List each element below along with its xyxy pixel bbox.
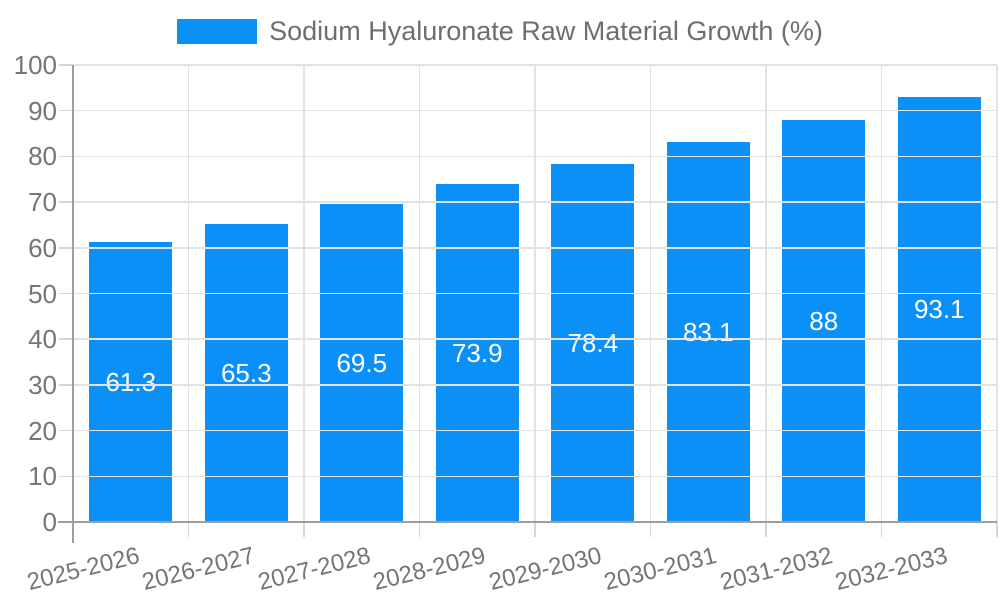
y-tick-label: 60 (28, 232, 57, 263)
y-tick-label: 80 (28, 141, 57, 172)
y-axis-tick (59, 109, 73, 112)
x-axis-tick (765, 522, 767, 537)
y-tick-label: 0 (42, 507, 57, 537)
gridline-vertical (996, 65, 998, 522)
x-axis-tick (880, 522, 883, 537)
bar-value-label: 93.1 (913, 294, 965, 325)
y-axis-line (71, 65, 74, 543)
y-axis-tick (59, 384, 73, 386)
y-tick-label: 30 (28, 369, 57, 400)
legend-swatch[interactable] (177, 19, 258, 44)
bar[interactable]: 93.1 (897, 96, 981, 522)
y-tick-label: 100 (13, 50, 57, 80)
bar-value-label: 65.3 (220, 357, 272, 388)
x-axis-tick (996, 522, 998, 537)
chart-legend[interactable]: Sodium Hyaluronate Raw Material Growth (… (0, 16, 1000, 47)
bar-value-label: 88 (809, 305, 839, 336)
y-axis-tick (59, 247, 73, 249)
x-axis-line (58, 521, 997, 523)
x-axis-tick (303, 522, 305, 537)
y-axis-tick (59, 475, 73, 478)
bar-value-label: 61.3 (105, 366, 157, 397)
legend-label[interactable]: Sodium Hyaluronate Raw Material Growth (… (269, 16, 823, 46)
bar-value-label: 78.4 (567, 327, 619, 358)
x-axis-tick (649, 522, 652, 537)
y-axis-tick (59, 338, 73, 340)
y-axis-tick (59, 292, 73, 295)
gridline-vertical (534, 65, 536, 522)
gridline-vertical (418, 65, 421, 522)
gridline-vertical (765, 65, 767, 522)
bar[interactable]: 78.4 (551, 163, 635, 522)
y-tick-label: 20 (28, 415, 57, 446)
gridline-vertical (649, 65, 652, 522)
bar[interactable]: 61.3 (89, 241, 173, 522)
gridline-vertical (187, 65, 190, 522)
y-tick-label: 90 (28, 95, 57, 126)
y-axis-tick (59, 155, 73, 158)
bar[interactable]: 69.5 (320, 204, 404, 522)
y-axis-tick (59, 201, 73, 203)
y-tick-label: 70 (28, 187, 57, 218)
bar[interactable]: 65.3 (204, 223, 288, 522)
y-tick-label: 50 (28, 278, 57, 309)
plot-area: 61.3 65.3 69.5 73.9 78.4 83.1 88 93.1 (73, 65, 997, 522)
gridline-vertical (303, 65, 305, 522)
y-axis-tick (59, 429, 73, 432)
x-axis-tick (418, 522, 421, 537)
bar-value-label: 83.1 (682, 317, 734, 348)
bar-value-label: 69.5 (336, 348, 388, 379)
bar[interactable]: 83.1 (666, 142, 750, 522)
y-tick-label: 10 (28, 461, 57, 492)
gridline-vertical (880, 65, 883, 522)
x-axis-tick (187, 522, 190, 537)
y-tick-label: 40 (28, 324, 57, 355)
bar[interactable]: 73.9 (435, 184, 519, 522)
x-axis-tick (534, 522, 536, 537)
bar-value-label: 73.9 (451, 338, 503, 369)
y-axis-tick (59, 64, 73, 66)
bar[interactable]: 88 (782, 119, 866, 522)
